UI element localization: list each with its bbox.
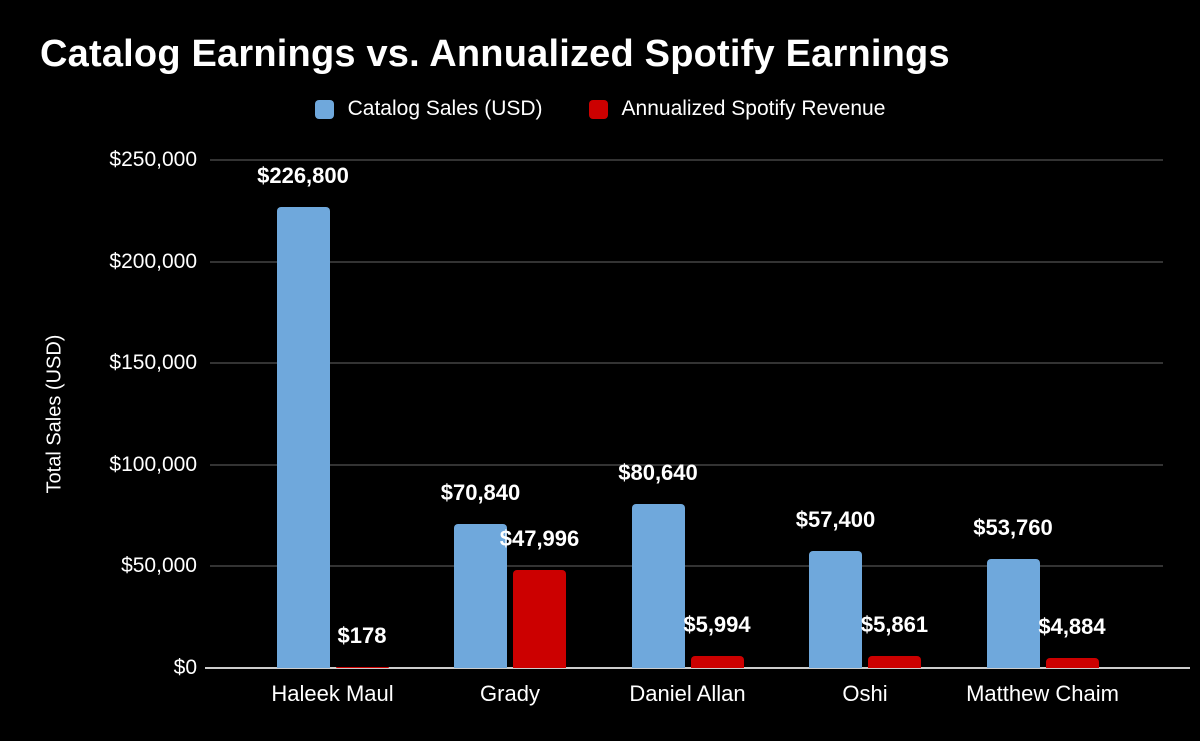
category-label-haleek-maul: Haleek Maul — [271, 681, 394, 706]
y-tick-label-200000: $200,000 — [109, 249, 197, 273]
value-label-annualized-spotify-revenue-haleek-maul: $178 — [337, 623, 387, 648]
bar-annualized-spotify-revenue-oshi — [868, 656, 921, 668]
legend-label-catalog-sales: Catalog Sales (USD) — [347, 97, 543, 120]
value-label-annualized-spotify-revenue-matthew-chaim: $4,884 — [1038, 614, 1106, 640]
value-label-annualized-spotify-revenue-grady: $47,996 — [499, 526, 580, 552]
legend-item-spotify-revenue: Annualized Spotify Revenue — [588, 97, 886, 121]
y-tick-label-50000: $50,000 — [121, 554, 197, 578]
legend-item-catalog-sales: Catalog Sales (USD) — [314, 97, 543, 121]
bar-annualized-spotify-revenue-matthew-chaim — [1045, 658, 1099, 668]
bar-annualized-spotify-revenue-grady — [513, 570, 566, 668]
spotify-revenue-swatch — [588, 99, 608, 119]
bar-catalog-sales-usd--oshi — [809, 551, 862, 668]
value-label-annualized-spotify-revenue-daniel-allan: $5,994 — [683, 611, 751, 637]
gridline-150000 — [210, 362, 1163, 365]
bar-catalog-sales-usd--matthew-chaim — [986, 558, 1040, 668]
catalog-sales-swatch — [314, 99, 334, 119]
bar-catalog-sales-usd--haleek-maul — [276, 207, 330, 668]
y-tick-label-0: $0 — [173, 656, 197, 679]
value-label-catalog-sales-usd--matthew-chaim: $53,760 — [973, 514, 1053, 540]
value-label-annualized-spotify-revenue-oshi: $5,861 — [860, 612, 929, 638]
y-tick-label-100000: $100,000 — [109, 452, 197, 476]
chart-title: Catalog Earnings vs. Annualized Spotify … — [40, 33, 950, 75]
bar-catalog-sales-usd--daniel-allan — [631, 504, 685, 668]
category-label-daniel-allan: Daniel Allan — [629, 681, 746, 706]
value-label-catalog-sales-usd--oshi: $57,400 — [795, 507, 876, 533]
value-label-catalog-sales-usd--haleek-maul: $226,800 — [257, 163, 349, 189]
y-tick-label-250000: $250,000 — [109, 148, 197, 171]
value-label-catalog-sales-usd--grady: $70,840 — [440, 480, 521, 506]
y-tick-label-150000: $150,000 — [109, 351, 197, 375]
legend-label-spotify-revenue: Annualized Spotify Revenue — [621, 97, 886, 120]
gridline-50000 — [210, 565, 1163, 568]
gridline-200000 — [210, 260, 1163, 263]
gridline-100000 — [210, 463, 1163, 466]
category-label-oshi: Oshi — [842, 681, 888, 706]
bar-annualized-spotify-revenue-haleek-maul — [335, 667, 389, 668]
category-label-grady: Grady — [480, 681, 540, 706]
gridline-250000 — [210, 159, 1163, 161]
bar-annualized-spotify-revenue-daniel-allan — [690, 655, 744, 668]
value-label-catalog-sales-usd--daniel-allan: $80,640 — [618, 460, 698, 486]
x-axis-line — [205, 667, 1190, 669]
category-label-matthew-chaim: Matthew Chaim — [966, 681, 1119, 706]
legend: Catalog Sales (USD) Annualized Spotify R… — [0, 97, 1200, 121]
bar-catalog-sales-usd--grady — [454, 524, 507, 668]
